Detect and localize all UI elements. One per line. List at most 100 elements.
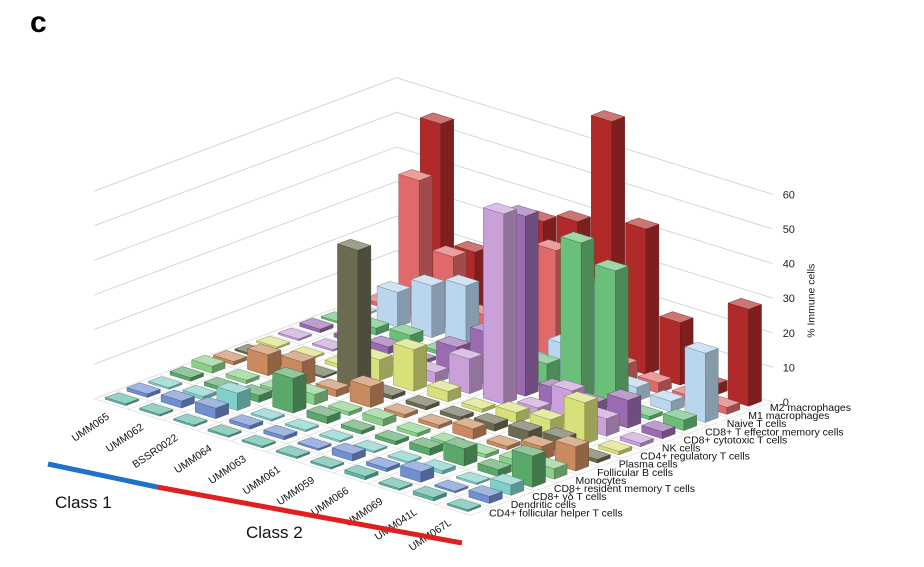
bar-side — [525, 211, 539, 397]
bar-side — [320, 324, 334, 333]
class-2-line — [156, 484, 463, 546]
bar-side — [748, 304, 762, 407]
bar-side — [386, 463, 400, 472]
bar-UMM066-10 — [560, 231, 595, 400]
z-tick-label: 20 — [783, 328, 795, 340]
bar-UMM063-1 — [263, 424, 298, 441]
bar-side — [125, 398, 139, 406]
class-annotations: Class 1 Class 2 — [47, 461, 463, 546]
bar-UMM064-3 — [272, 367, 307, 414]
bar-UMM064-11 — [444, 274, 480, 349]
bar-UMM066-0 — [344, 464, 379, 481]
bar-side — [597, 454, 611, 464]
bar-UMM059-5 — [417, 413, 453, 429]
bar-front — [625, 222, 647, 375]
bar-side — [455, 486, 469, 494]
bar-UMM059-4 — [396, 421, 431, 438]
bar-side — [305, 424, 319, 433]
bar-UMM067L-1 — [468, 485, 503, 504]
bar-UMM065-0 — [104, 392, 140, 406]
cell-type-label: CD8+ resident memory T cells — [554, 483, 695, 495]
bar-side — [516, 407, 530, 424]
bar-UMM041L-1 — [434, 479, 469, 494]
z-tick-label: 10 — [783, 362, 795, 374]
bar-UMM063-4 — [327, 400, 363, 416]
bar-side — [211, 361, 226, 374]
cell-type-label: Plasma cells — [619, 459, 678, 471]
bar-UMM061-7 — [426, 380, 462, 403]
bar-UMM063-3 — [306, 405, 341, 424]
bar-UMM067L-7 — [597, 439, 633, 456]
z-tick-label: 60 — [783, 189, 795, 201]
bar-UMM061-0 — [275, 445, 311, 459]
bar-side — [498, 464, 512, 477]
bar-side — [413, 344, 427, 392]
bar-BSSR0022-2 — [216, 381, 251, 411]
bar-UMM059-3 — [374, 429, 410, 446]
z-tick-label: 0 — [783, 397, 789, 409]
bar-UMM066-3 — [408, 437, 444, 456]
sample-label: UMM063 — [206, 453, 248, 487]
bar-side — [467, 504, 481, 512]
bar-UMM069-3 — [443, 437, 478, 467]
bar-side — [365, 471, 379, 481]
bar-UMM065-8 — [277, 327, 313, 342]
bar-side — [476, 477, 490, 486]
bar-front — [560, 236, 582, 400]
bar-UMM061-2 — [318, 429, 354, 443]
bar-UMM059-7 — [461, 397, 496, 413]
gridline-side — [396, 111, 773, 230]
bar-side — [168, 382, 183, 390]
bar-side — [147, 388, 161, 398]
bar-front — [337, 243, 359, 390]
bar-side — [489, 491, 503, 504]
bar-UMM067L-10 — [662, 408, 698, 431]
bar-UMM041L-0 — [412, 486, 448, 502]
bar-side — [726, 402, 741, 415]
bar-front — [684, 346, 706, 423]
z-tick-label: 50 — [783, 224, 795, 236]
bar-UMM062-5 — [246, 343, 282, 376]
sample-label: UMM061 — [241, 464, 283, 498]
cell-type-label: Monocytes — [576, 475, 627, 487]
bar-UMM067L-8 — [619, 431, 655, 448]
z-tick-label: 40 — [783, 259, 795, 271]
bar-UMM067L-2 — [489, 473, 525, 496]
bar-side — [431, 280, 445, 338]
bar-side — [318, 443, 332, 451]
bar-side — [375, 323, 390, 336]
floor-line — [93, 398, 471, 516]
bar-side — [293, 373, 307, 414]
sample-label: UMM041L — [373, 506, 420, 543]
bar-side — [575, 441, 589, 472]
bar-front — [727, 302, 749, 407]
bar-side — [645, 224, 660, 375]
sample-label: UMM064 — [172, 442, 214, 476]
bar-side — [379, 354, 393, 381]
bar-side — [314, 389, 328, 406]
class-1-line — [47, 461, 158, 490]
cell-type-label: CD8+ γδ T cells — [532, 491, 606, 503]
bar-side — [615, 265, 629, 410]
bar-side — [532, 451, 546, 488]
bar-side — [435, 367, 449, 384]
bar-UMM064-0 — [207, 424, 242, 438]
cell-type-label: CD8+ T effector memory cells — [705, 426, 844, 438]
bar-UMM063-2 — [284, 418, 320, 433]
bar-UMM061-8 — [448, 347, 484, 395]
cell-type-label: Follicular B cells — [597, 467, 673, 479]
bar-UMM069-1 — [399, 460, 435, 483]
gridline-back — [93, 215, 397, 331]
bar-side — [581, 238, 595, 400]
bar-side — [193, 419, 208, 428]
bar-BSSR0022-0 — [173, 413, 208, 428]
bar-UMM061-3 — [340, 419, 376, 435]
bar-side — [348, 407, 363, 416]
bar-side — [392, 390, 406, 400]
bar-side — [404, 409, 418, 419]
bar-side — [159, 409, 174, 417]
sample-label: UMM065 — [70, 411, 112, 445]
bar-UMM064-6 — [336, 238, 372, 390]
bar-side — [298, 333, 312, 342]
bar-side — [336, 384, 350, 398]
